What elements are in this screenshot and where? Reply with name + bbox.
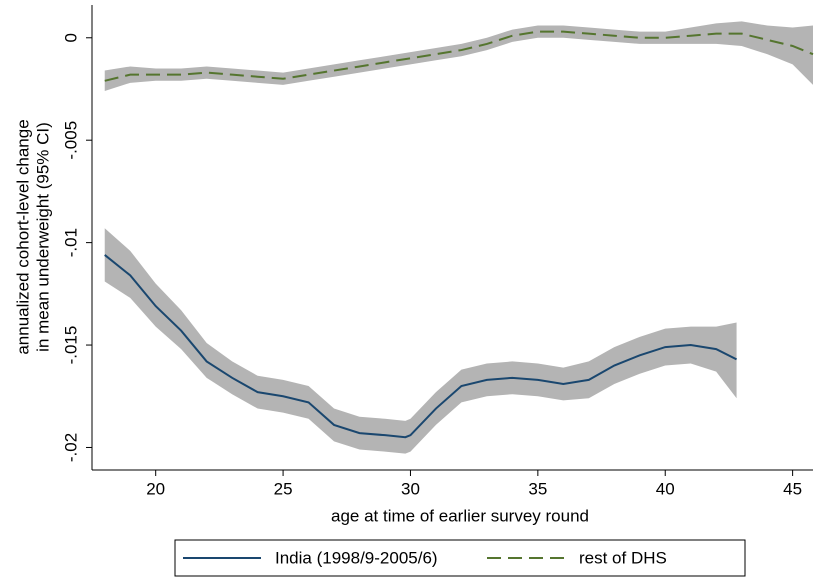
legend-label: rest of DHS — [579, 548, 667, 567]
x-tick-label: 30 — [401, 479, 420, 498]
legend-label: India (1998/9-2005/6) — [275, 548, 438, 567]
y-axis-title: annualized cohort-level change — [13, 119, 32, 354]
x-tick-label: 20 — [146, 479, 165, 498]
legend — [174, 539, 746, 577]
confidence-band — [104, 21, 813, 92]
y-tick-label: 0 — [61, 33, 80, 42]
line — [104, 254, 738, 439]
x-axis-title: age at time of earlier survey round — [331, 506, 589, 525]
line — [104, 30, 814, 82]
x-tick-label: 40 — [656, 479, 675, 498]
y-tick-label: -.005 — [61, 121, 80, 160]
y-tick-label: -.02 — [61, 433, 80, 462]
y-axis-title: in mean underweight (95% CI) — [33, 122, 52, 352]
x-tick-label: 35 — [528, 479, 547, 498]
x-tick-label: 45 — [783, 479, 802, 498]
y-tick-label: -.01 — [61, 228, 80, 257]
y-tick-label: -.015 — [61, 326, 80, 365]
confidence-band — [104, 228, 737, 454]
x-tick-label: 25 — [274, 479, 293, 498]
